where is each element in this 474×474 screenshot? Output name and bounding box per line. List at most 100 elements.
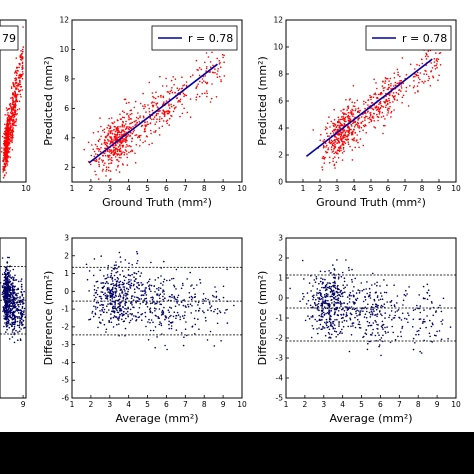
data-point xyxy=(401,312,404,315)
data-point xyxy=(319,270,322,273)
data-point xyxy=(96,153,99,156)
data-point xyxy=(392,92,395,94)
data-point xyxy=(110,321,113,324)
data-point xyxy=(85,263,88,266)
data-point xyxy=(175,106,177,108)
data-point xyxy=(318,327,320,329)
data-point xyxy=(2,165,4,168)
data-point xyxy=(207,56,210,58)
data-point xyxy=(98,163,100,166)
data-point xyxy=(160,282,162,285)
data-point xyxy=(117,129,119,131)
data-point xyxy=(419,350,421,353)
data-point xyxy=(394,314,396,317)
data-point xyxy=(108,127,111,130)
data-point xyxy=(152,329,155,332)
data-point xyxy=(176,298,178,301)
data-point xyxy=(373,126,375,128)
data-point xyxy=(8,326,11,329)
data-point xyxy=(19,312,22,315)
data-point xyxy=(328,318,331,321)
data-point xyxy=(206,339,209,341)
data-point xyxy=(119,294,121,297)
data-point xyxy=(358,130,361,133)
data-point xyxy=(352,130,354,133)
data-point xyxy=(212,64,214,67)
data-point xyxy=(421,80,424,83)
data-point xyxy=(384,326,386,329)
data-point xyxy=(144,290,146,292)
data-point xyxy=(13,314,15,317)
data-point xyxy=(329,324,332,327)
data-point xyxy=(150,102,153,104)
data-point xyxy=(214,71,216,74)
data-point xyxy=(424,80,426,83)
data-point xyxy=(334,319,336,321)
data-point xyxy=(222,285,225,288)
data-point xyxy=(360,310,362,312)
data-point xyxy=(114,125,116,128)
data-point xyxy=(358,117,360,120)
data-point xyxy=(312,285,314,287)
data-point xyxy=(373,112,375,115)
data-point xyxy=(126,297,128,299)
data-point xyxy=(147,104,149,106)
data-point xyxy=(129,113,131,116)
data-point xyxy=(7,311,9,314)
data-point xyxy=(329,305,331,307)
data-point xyxy=(140,272,143,274)
data-point xyxy=(340,149,342,152)
data-point xyxy=(340,275,343,278)
data-point xyxy=(158,308,161,310)
data-point xyxy=(106,311,108,314)
data-point xyxy=(198,95,201,98)
data-point xyxy=(314,303,316,305)
data-point xyxy=(180,332,183,334)
data-point xyxy=(344,142,347,144)
data-point xyxy=(215,96,218,98)
data-point xyxy=(190,285,192,287)
data-point xyxy=(347,127,350,129)
data-point xyxy=(178,88,181,90)
data-point xyxy=(105,331,107,333)
data-point xyxy=(189,98,192,100)
data-point xyxy=(318,282,320,285)
data-point xyxy=(333,273,335,275)
data-point xyxy=(90,154,93,157)
data-point xyxy=(107,138,109,141)
data-point xyxy=(21,310,23,313)
data-point xyxy=(20,59,23,61)
data-point xyxy=(323,138,326,141)
data-point xyxy=(3,287,6,289)
data-point xyxy=(151,312,154,314)
data-point xyxy=(384,124,386,127)
data-point xyxy=(188,296,191,299)
data-point xyxy=(14,274,16,277)
data-point xyxy=(115,261,117,263)
data-point xyxy=(436,330,438,333)
y-tick-label: 2 xyxy=(278,254,283,263)
data-point xyxy=(348,99,351,101)
data-point xyxy=(103,142,105,144)
data-point xyxy=(115,280,118,283)
data-point xyxy=(369,297,372,299)
data-point xyxy=(385,77,388,80)
data-point xyxy=(342,115,344,118)
data-point xyxy=(98,316,100,319)
data-point xyxy=(319,289,321,292)
data-point xyxy=(107,282,109,285)
data-point xyxy=(119,296,122,298)
data-point xyxy=(127,314,129,316)
data-point xyxy=(341,152,344,154)
data-point xyxy=(374,107,377,109)
data-point xyxy=(340,145,342,147)
y-tick-label: -5 xyxy=(62,376,70,385)
scatter-middle-frame xyxy=(71,19,243,183)
data-point xyxy=(379,93,382,96)
data-point xyxy=(370,96,372,99)
data-point xyxy=(140,125,143,128)
data-point xyxy=(12,279,14,281)
data-point xyxy=(170,79,173,82)
data-point xyxy=(325,312,327,315)
data-point xyxy=(338,148,341,150)
